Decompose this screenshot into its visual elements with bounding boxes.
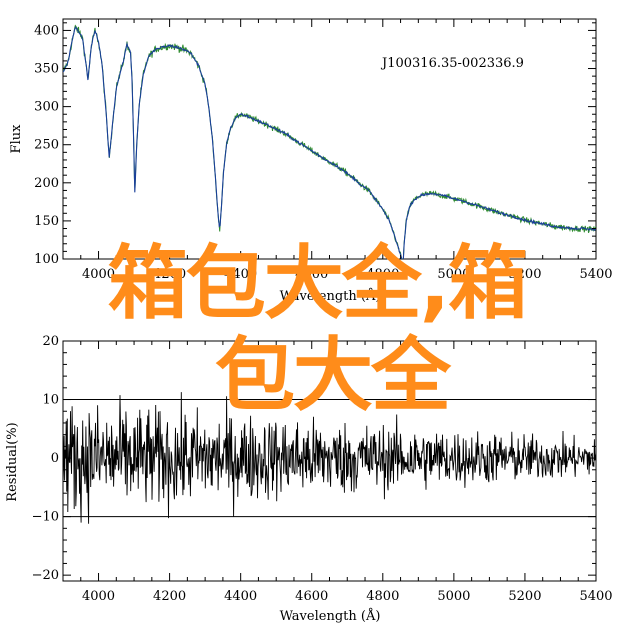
flux-x-tick-label: 4400: [224, 267, 257, 282]
flux-plot-frame: [62, 18, 597, 260]
residual-y-tick-label: 10: [42, 393, 59, 408]
flux-y-tick-label: 200: [34, 176, 59, 191]
residual-x-tick-label: 4000: [82, 589, 115, 604]
flux-y-axis-label: Flux: [9, 124, 24, 154]
flux-x-tick-label: 5000: [437, 267, 470, 282]
residual-x-tick-label: 4200: [153, 589, 186, 604]
residual-axes-layer: 4000 4200 4400 4600 4800 5000 5200 5400 20 10 0 −10…: [32, 334, 613, 604]
residual-y-axis-label: Residual(%): [5, 422, 20, 501]
flux-x-tick-label: 4000: [82, 267, 115, 282]
flux-x-tick-label: 5200: [508, 267, 541, 282]
residual-y-tick-label: 0: [51, 451, 59, 466]
flux-y-tick-label: 250: [34, 138, 59, 153]
residual-x-axis-label: Wavelength (Å): [280, 608, 381, 624]
flux-y-tick-label: 100: [34, 252, 59, 267]
residual-x-tick-label: 4800: [366, 589, 399, 604]
watermark-overlay-line1: 箱包大全,箱: [107, 237, 528, 330]
flux-x-tick-label: 5400: [579, 267, 612, 282]
flux-x-tick-label: 4600: [295, 267, 328, 282]
watermark-overlay-line2: 包大全: [215, 329, 451, 422]
flux-y-tick-label: 400: [34, 23, 59, 38]
residual-x-tick-label: 4400: [224, 589, 257, 604]
residual-y-tick-label: −10: [32, 510, 59, 525]
residual-x-tick-label: 5000: [437, 589, 470, 604]
residual-x-tick-label: 4600: [295, 589, 328, 604]
flux-series-layer: [63, 24, 596, 259]
flux-y-tick-label: 350: [34, 62, 59, 77]
residual-reference-layer: [63, 399, 596, 518]
residual-x-tick-label: 5200: [508, 589, 541, 604]
flux-x-axis-label: Wavelength (Å): [280, 288, 381, 304]
flux-axes-layer: 4000 4200 4400 4600 4800 5000 5200 5400 100 150 20…: [34, 19, 613, 282]
flux-x-tick-label: 4200: [153, 267, 186, 282]
flux-panel: 4000 4200 4400 4600 4800 5000 5200 5400 100 150 20…: [9, 18, 613, 304]
flux-y-tick-label: 300: [34, 100, 59, 115]
residual-y-tick-label: −20: [32, 568, 59, 583]
residual-series-layer: [63, 392, 596, 524]
flux-model-series-line: [63, 25, 596, 259]
residual-panel: 4000 4200 4400 4600 4800 5000 5200 5400 20 10 0 −10…: [5, 334, 613, 624]
flux-annotation: J100316.35-002336.9: [380, 56, 524, 71]
residual-y-tick-label: 20: [42, 334, 59, 349]
flux-x-tick-label: 4800: [366, 267, 399, 282]
flux-y-tick-label: 150: [34, 214, 59, 229]
residual-series-line: [63, 392, 596, 524]
residual-x-tick-label: 5400: [579, 589, 612, 604]
